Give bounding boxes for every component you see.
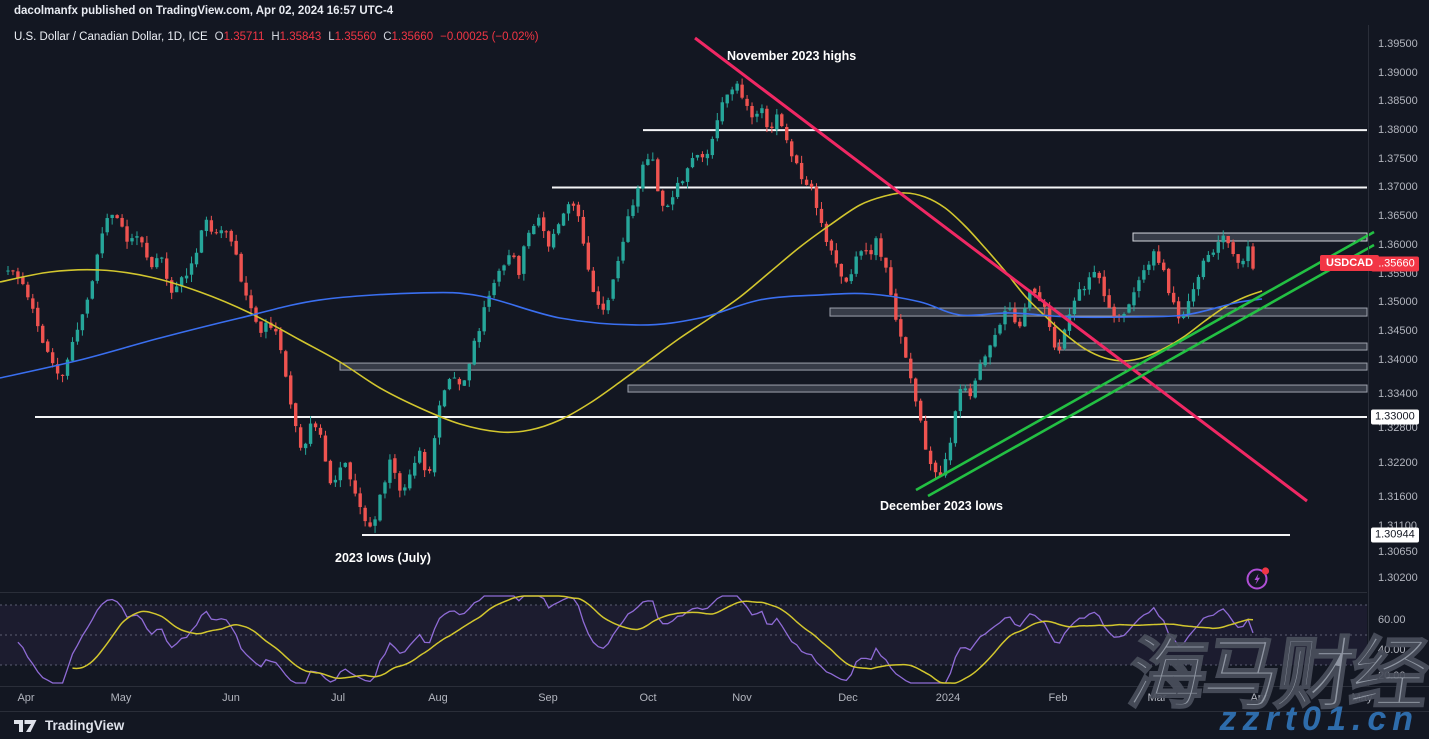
price-axis-label: 1.37500 [1378, 152, 1418, 165]
horizontal-levels [35, 129, 1367, 536]
time-axis-label: Mar [1147, 692, 1167, 704]
price-axis-label: 1.30200 [1378, 571, 1418, 584]
rsi-axis-label: 20.00 [1378, 670, 1406, 682]
time-axis-label: Dec [838, 692, 858, 704]
trendlines [694, 36, 1375, 503]
price-axis-label: 1.39000 [1378, 66, 1418, 79]
price-zone [1057, 342, 1368, 351]
time-axis-label: Jun [222, 692, 240, 704]
symbol-badge: USDCAD [1320, 255, 1380, 271]
rsi-lines [17, 595, 1254, 684]
price-axis-label: 1.36500 [1378, 210, 1418, 223]
price-axis-label: 1.33400 [1378, 388, 1418, 401]
price-axis-label: 1.35000 [1378, 296, 1418, 309]
flash-icon [1246, 567, 1270, 590]
price-axis-label: 1.30650 [1378, 545, 1418, 558]
price-axis-label: 1.34000 [1378, 353, 1418, 366]
ohlc-close: C1.35660 [383, 31, 434, 43]
price-axis-label: 1.38500 [1378, 95, 1418, 108]
time-axis-label: Jul [330, 692, 346, 704]
time-axis-label: Apr [1250, 692, 1268, 704]
price-axis-label: 1.34500 [1378, 324, 1418, 337]
ohlc-high: H1.35843 [271, 31, 322, 43]
level-price-badge: 1.33000 [1371, 409, 1419, 425]
rsi-ma-line [72, 595, 1254, 684]
rsi-line [17, 595, 1254, 684]
price-axis-label: 1.32800 [1378, 422, 1418, 435]
brand-bar: TradingView [0, 711, 1429, 739]
time-axis-label: May [110, 692, 132, 704]
price-axis-label: 1.31600 [1378, 491, 1418, 504]
time-axis-label: Feb [1048, 692, 1068, 704]
time-axis-label: May [1351, 692, 1373, 704]
annotation-label[interactable]: November 2023 highs [727, 49, 857, 63]
change-value: −0.00025 (−0.02%) [440, 31, 539, 43]
ohlc-open: O1.35711 [214, 31, 265, 43]
ohlc-low: L1.35560 [328, 31, 377, 43]
annotation-label[interactable]: 2023 lows (July) [335, 551, 431, 565]
time-axis[interactable]: Apr May Jun Jul Aug Sep Oct Nov Dec 2024 Feb Mar Apr… [0, 686, 1429, 712]
price-axis[interactable]: 1.39500 1.39000 1.38500 1.38000 1.37500 1.370… [1368, 25, 1429, 686]
price-axis-label: 1.38000 [1378, 124, 1418, 137]
flash-button[interactable] [1244, 564, 1272, 592]
watermark-url: zzrt01.cn [1219, 700, 1419, 738]
symbol-title[interactable]: U.S. Dollar / Canadian Dollar, 1D, ICE [14, 31, 208, 43]
price-axis-label: 1.36000 [1378, 238, 1418, 251]
price-axis-label: 1.39500 [1378, 38, 1418, 50]
time-axis-label: Nov [732, 692, 752, 704]
price-axis-label: 1.32200 [1378, 456, 1418, 469]
annotation-label[interactable]: December 2023 lows [880, 499, 1003, 513]
last-price-badge: 1.35660 [1371, 256, 1419, 272]
candlesticks [6, 78, 1255, 533]
price-zone [829, 307, 1368, 317]
price-zone [339, 362, 1368, 371]
publish-bar: dacolmanfx published on TradingView.com,… [0, 0, 1429, 25]
time-axis-label: Sep [538, 692, 558, 704]
green-trendline [927, 243, 1375, 498]
level-price-badge: 1.30944 [1371, 527, 1419, 543]
time-axis-label: Aug [428, 692, 448, 704]
tradingview-brand[interactable]: TradingView [45, 718, 125, 733]
time-axis-label: Apr [17, 692, 35, 704]
time-axis-label: Oct [639, 692, 657, 704]
tradingview-logo-icon[interactable] [14, 717, 37, 734]
price-zone [627, 384, 1368, 393]
ma-blue-line [0, 291, 1263, 379]
price-zone [1132, 232, 1368, 242]
legend: U.S. Dollar / Canadian Dollar, 1D, ICE O… [14, 31, 539, 43]
time-axis-label: 2024 [935, 692, 961, 704]
rsi-axis-label: 60.00 [1378, 614, 1406, 626]
price-zones [339, 232, 1368, 393]
pink-trendline [694, 36, 1308, 503]
price-axis-label: 1.37000 [1378, 181, 1418, 194]
rsi-axis-label: 40.00 [1378, 644, 1406, 656]
green-trendline [915, 230, 1375, 492]
publish-info: dacolmanfx published on TradingView.com,… [14, 5, 394, 17]
